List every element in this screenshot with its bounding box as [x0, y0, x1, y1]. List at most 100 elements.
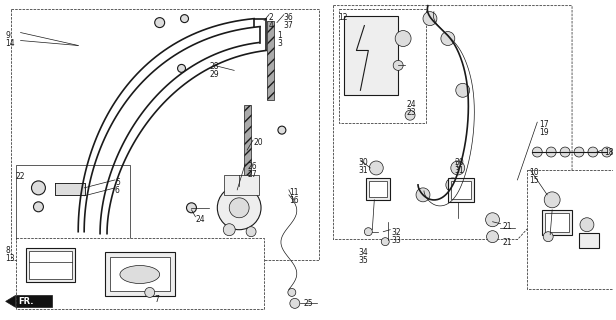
Polygon shape: [6, 295, 15, 307]
Circle shape: [365, 228, 372, 236]
Text: 22: 22: [15, 172, 25, 181]
Bar: [339, 9, 426, 123]
Bar: [10, 9, 318, 260]
Text: 33: 33: [391, 236, 401, 245]
Circle shape: [381, 238, 389, 246]
Circle shape: [229, 198, 249, 218]
Circle shape: [451, 161, 464, 175]
Bar: [579, 233, 599, 248]
Circle shape: [485, 213, 500, 227]
Text: 31: 31: [359, 166, 368, 175]
Circle shape: [31, 181, 46, 195]
Text: 21: 21: [503, 238, 512, 247]
Circle shape: [441, 32, 455, 45]
Text: 3: 3: [277, 38, 282, 48]
Circle shape: [393, 60, 403, 70]
Circle shape: [180, 15, 188, 23]
Circle shape: [187, 203, 197, 213]
Text: 27: 27: [247, 170, 257, 179]
Circle shape: [416, 188, 430, 202]
Circle shape: [177, 64, 185, 72]
Polygon shape: [15, 295, 52, 307]
Text: 23: 23: [406, 108, 416, 117]
Text: 20: 20: [253, 138, 262, 147]
Text: 18: 18: [604, 148, 614, 157]
Text: 31: 31: [455, 166, 464, 175]
Text: 4: 4: [269, 20, 274, 30]
Text: 10: 10: [529, 168, 539, 177]
Circle shape: [405, 110, 415, 120]
Circle shape: [543, 232, 553, 242]
Circle shape: [290, 298, 300, 308]
Circle shape: [423, 12, 437, 26]
Text: 11: 11: [289, 188, 298, 197]
Bar: [55, 183, 85, 195]
Text: 28: 28: [209, 62, 219, 71]
Text: 17: 17: [539, 120, 549, 129]
Bar: [542, 210, 572, 235]
Polygon shape: [334, 6, 572, 240]
Circle shape: [546, 147, 556, 157]
Circle shape: [370, 161, 383, 175]
Text: 26: 26: [247, 162, 257, 171]
Circle shape: [278, 126, 286, 134]
Text: 15: 15: [529, 176, 539, 185]
Bar: [28, 251, 72, 279]
Text: 30: 30: [455, 158, 464, 167]
Circle shape: [574, 147, 584, 157]
Circle shape: [33, 202, 43, 212]
Bar: [451, 181, 471, 199]
Text: 9: 9: [6, 31, 10, 40]
Bar: [25, 248, 75, 283]
Text: 24: 24: [406, 100, 416, 109]
Circle shape: [456, 83, 469, 97]
Circle shape: [395, 31, 411, 46]
Text: 13: 13: [6, 253, 15, 263]
Circle shape: [145, 287, 155, 297]
Circle shape: [223, 224, 235, 236]
Text: FR.: FR.: [18, 297, 34, 306]
Circle shape: [246, 227, 256, 237]
Text: 25: 25: [304, 300, 314, 308]
Bar: [105, 252, 174, 296]
Text: 24: 24: [195, 215, 205, 224]
Bar: [15, 165, 130, 240]
Bar: [367, 178, 390, 200]
Bar: [448, 178, 474, 202]
Text: 12: 12: [339, 13, 348, 22]
Circle shape: [602, 147, 612, 157]
Text: 8: 8: [6, 246, 10, 255]
Text: 30: 30: [359, 158, 368, 167]
Polygon shape: [267, 20, 274, 100]
Circle shape: [446, 178, 460, 192]
Ellipse shape: [120, 266, 160, 284]
Text: 2: 2: [269, 13, 274, 22]
Text: 34: 34: [359, 248, 368, 257]
Circle shape: [288, 288, 296, 296]
Text: 7: 7: [155, 295, 160, 304]
Text: 37: 37: [284, 20, 294, 30]
Bar: [545, 213, 569, 232]
Circle shape: [544, 192, 560, 208]
Text: 21: 21: [503, 222, 512, 231]
Polygon shape: [244, 105, 251, 175]
Circle shape: [487, 231, 498, 243]
Circle shape: [588, 147, 598, 157]
Circle shape: [217, 186, 261, 230]
Bar: [15, 238, 264, 309]
Circle shape: [560, 147, 570, 157]
Bar: [110, 257, 169, 292]
Text: 1: 1: [277, 31, 282, 40]
Circle shape: [580, 218, 594, 232]
Text: 35: 35: [359, 256, 368, 265]
Text: 6: 6: [115, 186, 120, 195]
Bar: [527, 170, 616, 289]
Bar: [370, 181, 387, 197]
Text: 36: 36: [284, 13, 294, 22]
Text: 16: 16: [289, 196, 299, 205]
Text: 5: 5: [115, 178, 120, 187]
Bar: [224, 175, 259, 195]
Text: 32: 32: [391, 228, 401, 237]
Bar: [344, 16, 398, 95]
Text: 14: 14: [6, 38, 15, 48]
